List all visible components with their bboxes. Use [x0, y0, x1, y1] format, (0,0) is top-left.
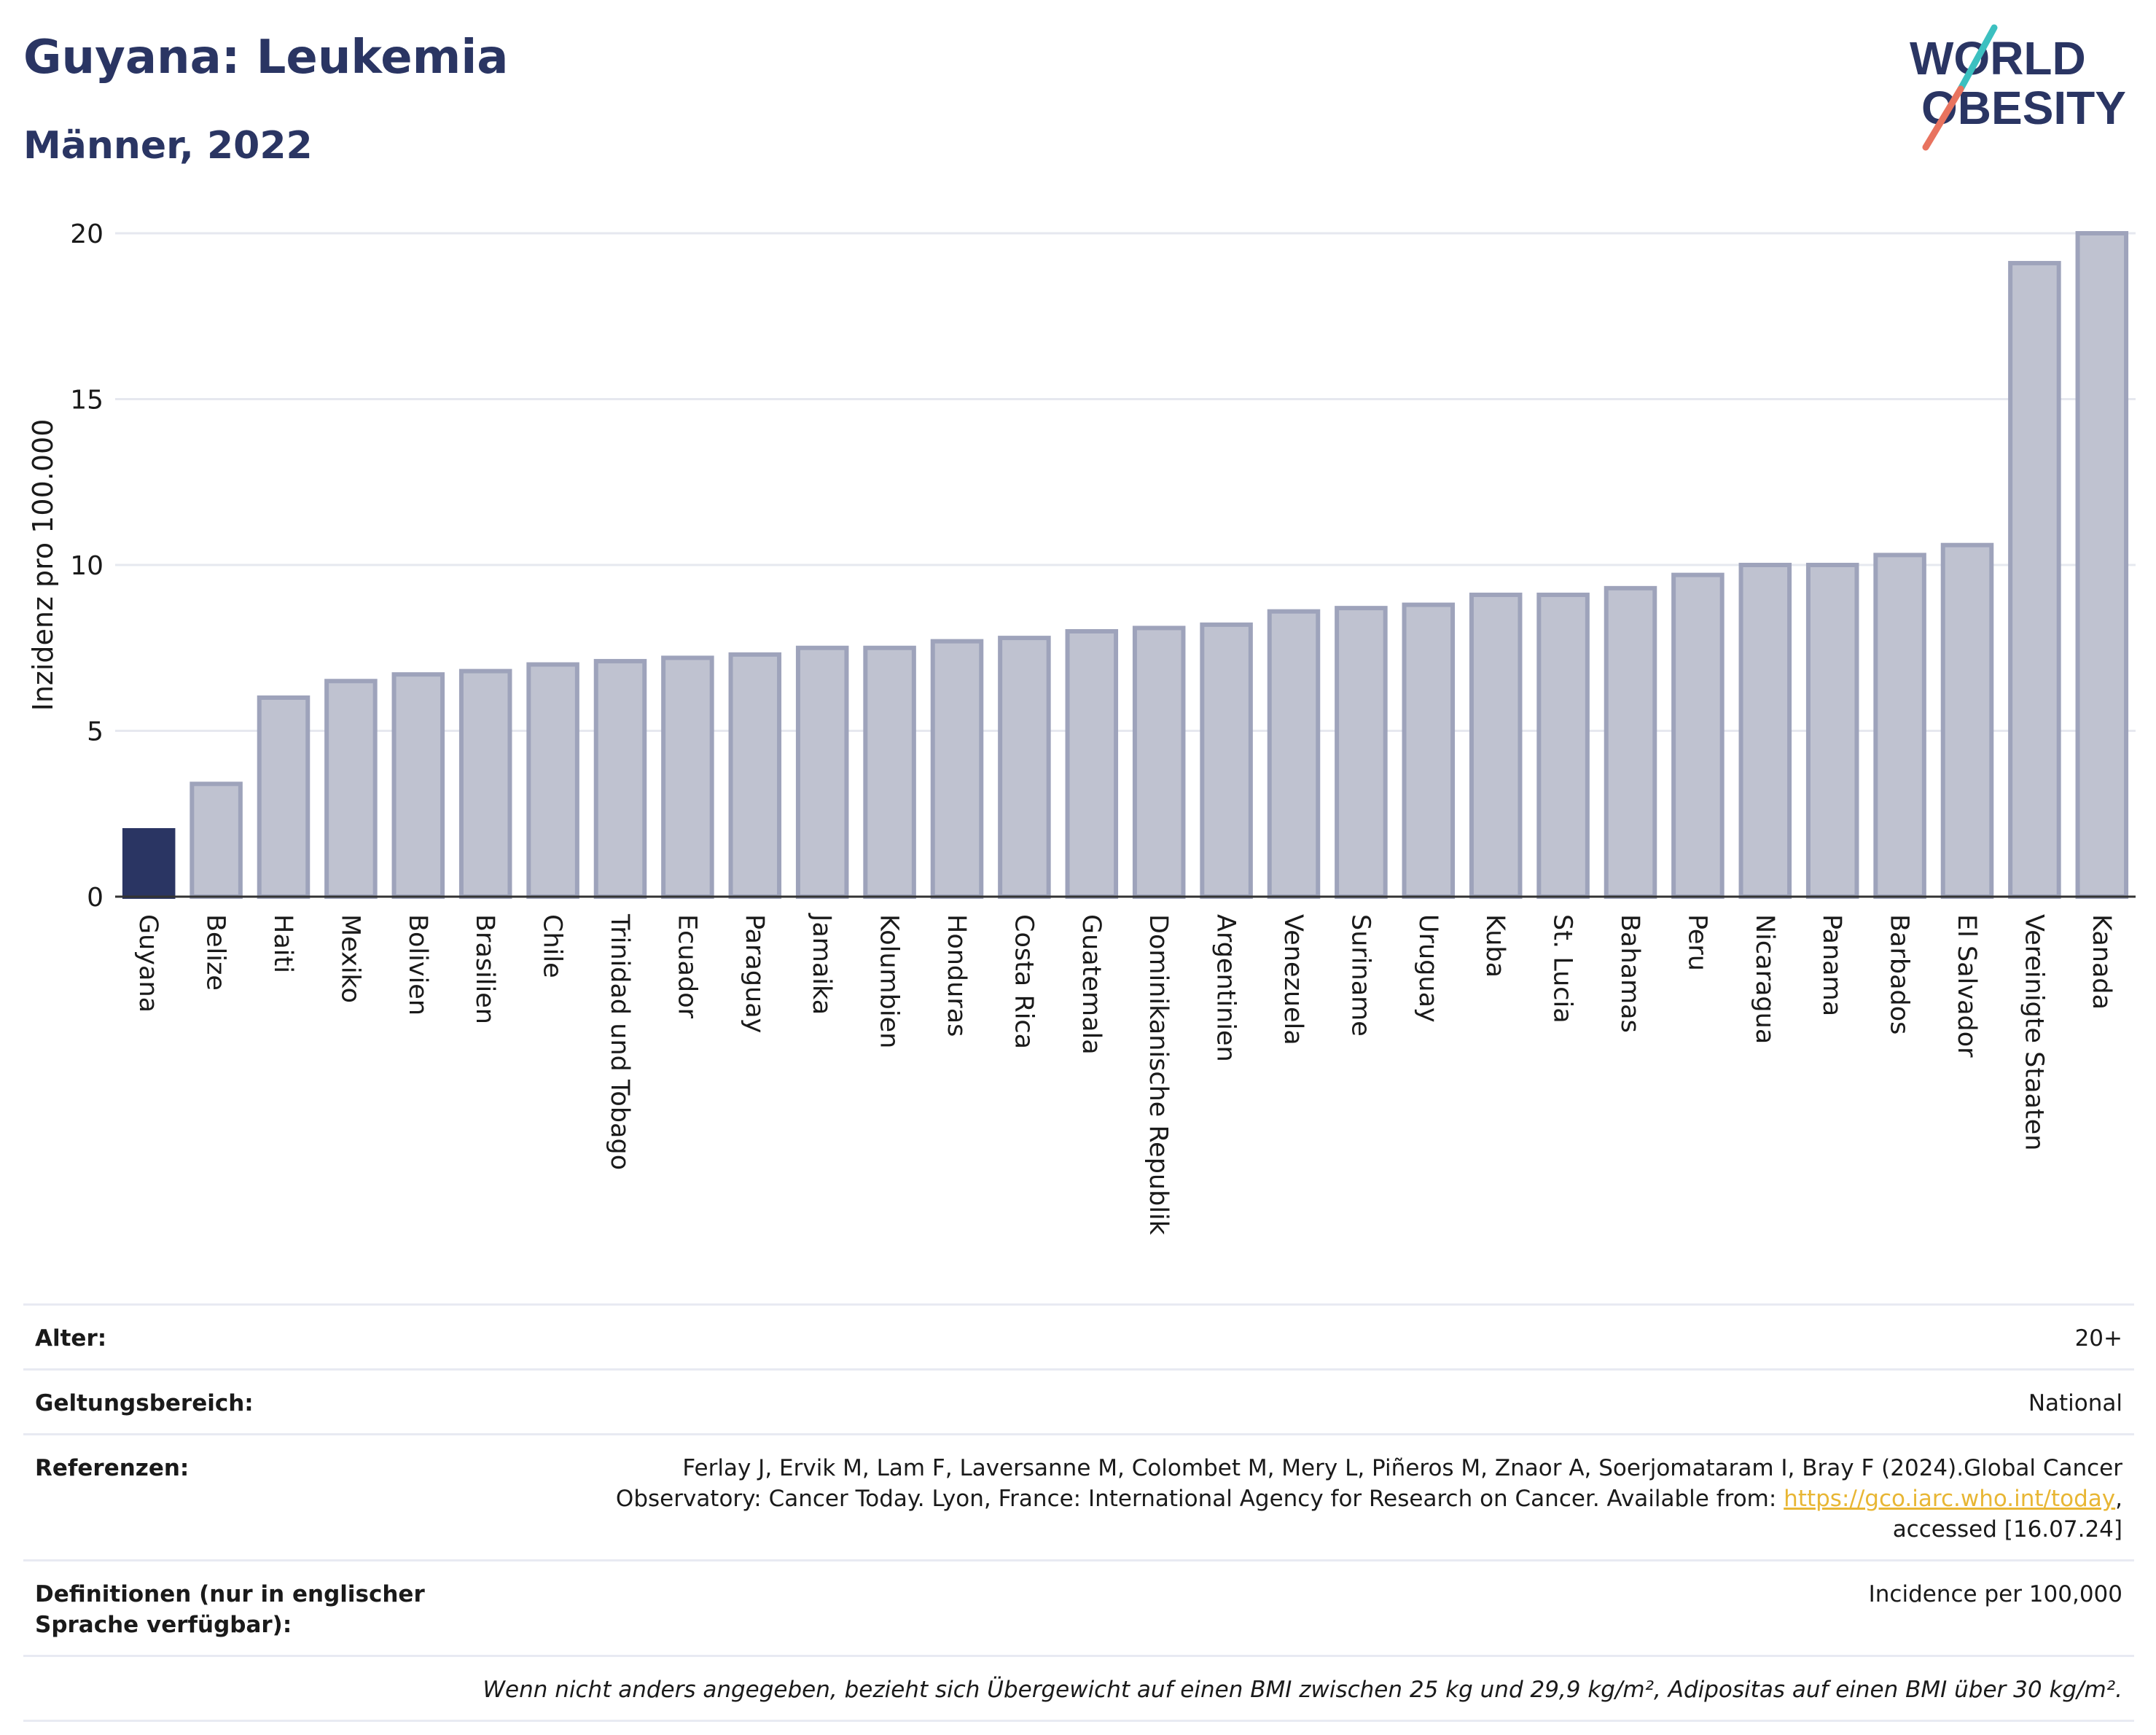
- y-tick-label: 0: [87, 883, 103, 913]
- x-tick-label: Kolumbien: [875, 914, 904, 1048]
- x-tick-label: Trinidad und Tobago: [605, 913, 634, 1170]
- y-tick-label: 15: [70, 386, 103, 416]
- x-tick-label: Bahamas: [1615, 914, 1644, 1033]
- bar-guyana: [122, 828, 176, 899]
- bar-st-lucia: [1536, 592, 1590, 899]
- bar-paraguay: [728, 652, 782, 899]
- bar-ecuador: [661, 655, 714, 900]
- bar-vereinigte-staaten: [2008, 260, 2061, 899]
- chart-title: Guyana: Leukemia: [23, 31, 509, 85]
- ref-text-2: Observatory: Cancer Today. Lyon, France:…: [615, 1486, 1784, 1512]
- bar-uruguay: [1402, 602, 1456, 899]
- bar-el-salvador: [1940, 542, 1994, 899]
- bar-guatemala: [1065, 629, 1119, 899]
- bar-venezuela: [1267, 609, 1321, 899]
- logo-text-obesity: OBESITY: [1921, 82, 2126, 134]
- x-tick-label: Suriname: [1345, 914, 1375, 1037]
- logo-slash-teal: [1957, 24, 1998, 93]
- meta-age-value: 20+: [2074, 1325, 2122, 1352]
- x-tick-label: Belize: [201, 914, 230, 991]
- meta-scope-label: Geltungsbereich:: [35, 1390, 254, 1416]
- bar-panama: [1805, 563, 1859, 899]
- grid-lines: [115, 232, 2136, 732]
- x-tick-label: Kuba: [1480, 914, 1509, 978]
- x-tick-label: Uruguay: [1413, 914, 1442, 1023]
- x-axis-ticks: Guyana Belize Haiti Mexiko Bolivien Brasilien…: [133, 913, 2116, 1236]
- x-tick-label: Paraguay: [740, 914, 769, 1033]
- meta-row-definitions: Definitionen (nur in englischer Sprache …: [23, 1559, 2134, 1655]
- ref-link[interactable]: https://gco.iarc.who.int/today: [1784, 1486, 2116, 1512]
- bar-costa-rica: [998, 636, 1051, 899]
- x-tick-label: Mexiko: [335, 914, 364, 1003]
- y-tick-label: 10: [70, 551, 103, 581]
- y-tick-label: 5: [87, 717, 103, 747]
- metadata-table: Alter: 20+ Geltungsbereich: National Ref…: [23, 1303, 2134, 1722]
- x-tick-label: Brasilien: [470, 914, 499, 1024]
- x-tick-label: Argentinien: [1211, 914, 1241, 1062]
- y-axis-ticks: 0 5 10 15 20: [70, 219, 103, 913]
- x-tick-label: Honduras: [942, 914, 971, 1037]
- meta-age-label: Alter:: [35, 1325, 107, 1352]
- bar-barbados: [1873, 553, 1926, 899]
- chart-subtitle: Männer, 2022: [23, 124, 313, 168]
- bar-belize: [190, 781, 243, 900]
- x-tick-label: Haiti: [268, 914, 297, 973]
- bar-bolivien: [391, 672, 445, 900]
- bar-haiti: [257, 695, 310, 899]
- bar-bahamas: [1604, 585, 1657, 899]
- world-obesity-logo: WORLD OBESITY: [1910, 24, 2126, 151]
- ref-text-3: ,: [2115, 1486, 2122, 1512]
- x-tick-label: Vereinigte Staaten: [2019, 914, 2048, 1150]
- x-tick-label: Chile: [538, 914, 567, 978]
- x-tick-label: Bolivien: [403, 914, 432, 1015]
- bar-nicaragua: [1738, 563, 1792, 899]
- bar-chart: 0 5 10 15 20 Guyana Belize Haiti Mexiko Bolivien…: [27, 219, 2136, 1236]
- meta-def-label: Definitionen (nur in englischer Sprache …: [35, 1581, 425, 1638]
- x-tick-label: Nicaragua: [1750, 914, 1779, 1044]
- bar-suriname: [1335, 606, 1388, 900]
- x-tick-label: St. Lucia: [1548, 914, 1577, 1024]
- x-tick-label: Jamaika: [807, 913, 836, 1015]
- meta-row-age: Alter: 20+: [23, 1303, 2134, 1368]
- x-tick-label: Venezuela: [1278, 914, 1308, 1045]
- x-tick-label: Dominikanische Republik: [1144, 914, 1173, 1236]
- meta-def-value: Incidence per 100,000: [1868, 1581, 2122, 1607]
- meta-row-note: Wenn nicht anders angegeben, bezieht sic…: [23, 1655, 2134, 1722]
- bar-kanada: [2075, 231, 2129, 899]
- bar-chile: [526, 662, 579, 899]
- bar-mexiko: [324, 679, 378, 899]
- meta-note: Wenn nicht anders angegeben, bezieht sic…: [483, 1677, 2122, 1703]
- logo-text-world: WORLD: [1910, 32, 2086, 85]
- x-tick-label: El Salvador: [1952, 914, 1981, 1058]
- x-tick-label: Barbados: [1885, 914, 1914, 1034]
- bar-jamaika: [795, 645, 849, 899]
- meta-ref-label: Referenzen:: [35, 1455, 190, 1481]
- bar-honduras: [930, 639, 984, 900]
- bar-kolumbien: [863, 645, 916, 899]
- x-tick-label: Ecuador: [672, 914, 701, 1019]
- bar-dominikanische-republik: [1132, 625, 1186, 899]
- x-tick-label: Kanada: [2087, 914, 2116, 1010]
- meta-row-references: Referenzen: Ferlay J, Ervik M, Lam F, La…: [23, 1433, 2134, 1559]
- bar-argentinien: [1200, 622, 1253, 900]
- x-tick-label: Costa Rica: [1009, 914, 1038, 1049]
- meta-row-scope: Geltungsbereich: National: [23, 1368, 2134, 1433]
- y-axis-label: Inzidenz pro 100.000: [27, 419, 59, 711]
- bar-brasilien: [458, 668, 512, 899]
- x-tick-label: Peru: [1682, 914, 1711, 971]
- bar-kuba: [1469, 592, 1523, 899]
- bar-trinidad-und-tobago: [593, 658, 647, 899]
- ref-text-4: accessed [16.07.24]: [1892, 1516, 2122, 1543]
- bars: [122, 231, 2129, 900]
- meta-ref-value: Ferlay J, Ervik M, Lam F, Laversanne M, …: [545, 1453, 2122, 1545]
- x-tick-label: Panama: [1817, 914, 1846, 1016]
- meta-scope-value: National: [2028, 1390, 2122, 1416]
- x-tick-label: Guyana: [133, 914, 163, 1013]
- x-tick-label: Guatemala: [1077, 914, 1106, 1055]
- logo-slash-coral: [1922, 85, 1964, 151]
- bar-peru: [1671, 572, 1725, 900]
- y-tick-label: 20: [70, 219, 103, 249]
- ref-text-1: Ferlay J, Ervik M, Lam F, Laversanne M, …: [682, 1455, 2122, 1481]
